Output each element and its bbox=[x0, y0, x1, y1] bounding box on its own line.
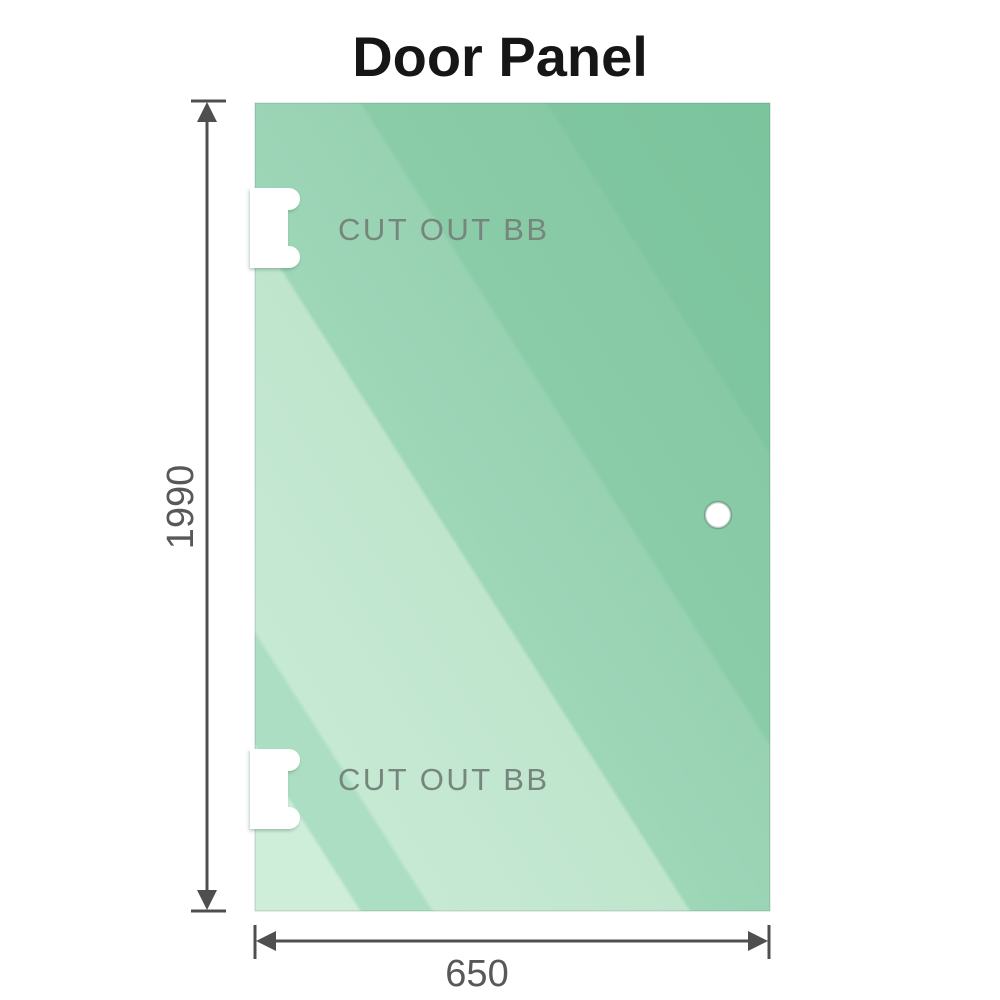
glass-panel bbox=[254, 102, 771, 912]
width-dimension: 650 bbox=[253, 925, 771, 995]
handle-hole bbox=[703, 500, 733, 530]
arrow-down-icon bbox=[197, 890, 217, 910]
height-dimension-value: 1990 bbox=[160, 465, 202, 550]
arrow-right-icon bbox=[748, 931, 768, 951]
bottom-hinge-cutout bbox=[250, 749, 300, 829]
top-hinge-cutout bbox=[250, 188, 300, 268]
top-cutout-lower-lobe bbox=[278, 246, 300, 268]
bottom-cutout-upper-lobe bbox=[278, 749, 300, 771]
arrow-up-icon bbox=[197, 102, 217, 122]
page-title: Door Panel bbox=[352, 25, 648, 88]
top-cutout-upper-lobe bbox=[278, 188, 300, 210]
height-dimension: 1990 bbox=[160, 99, 226, 913]
arrow-left-icon bbox=[256, 931, 276, 951]
bottom-cutout-label: CUT OUT BB bbox=[338, 762, 550, 797]
top-cutout-label: CUT OUT BB bbox=[338, 212, 550, 247]
bottom-cutout-lower-lobe bbox=[278, 807, 300, 829]
width-dimension-value: 650 bbox=[445, 953, 508, 995]
